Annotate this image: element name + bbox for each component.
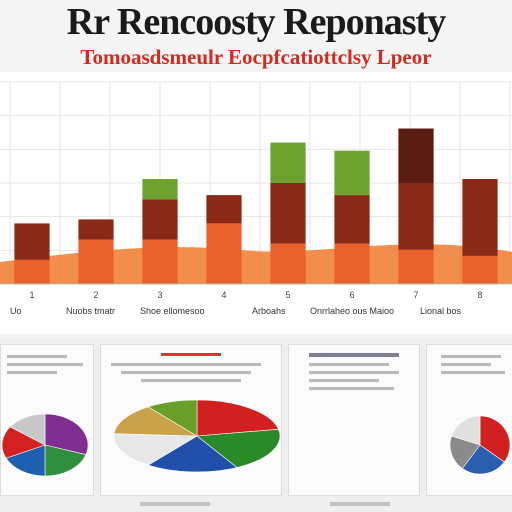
pie-slice [196,428,281,468]
bar-segment [462,179,498,256]
pie-slice [196,399,279,437]
pie-slice [449,435,481,469]
bar-segment [142,179,178,200]
pie-slice [461,444,505,475]
report-card-1 [0,344,94,496]
background-wave [0,244,512,284]
pie-slice [1,426,46,459]
x-tick-label: 5 [285,290,290,300]
bar-segment [206,195,242,224]
x-tick-label: 6 [349,290,354,300]
bar-segment [14,223,50,260]
legend-label-1: Uo [10,306,22,316]
bar-segment [398,128,434,183]
x-tick-label: 8 [477,290,482,300]
pie-slice [44,413,89,455]
pie-slice [479,415,511,463]
bar-segment [78,239,114,284]
x-tick-label: 1 [29,290,34,300]
legend-label-6: Lional bos [420,306,462,316]
bar-chart: 1 2 3 4 5 6 7 8 [0,81,512,300]
pie-slice [147,399,198,437]
bar-segment [270,142,306,183]
pie-chart-center [113,399,281,473]
bar-segment [334,150,370,196]
report-card-3 [288,344,420,496]
chart-title: Rr Rencoosty Reponasty [66,1,446,43]
pie-slice [147,435,238,473]
bar-segment [462,255,498,284]
bar-segment [270,183,306,244]
pie-slice [9,413,46,446]
x-tick-label: 3 [157,290,162,300]
bar-segment [398,183,434,250]
pie-chart-left [1,413,89,477]
bar-segment [78,219,114,240]
pie-slice [44,444,87,477]
x-tick-label: 7 [413,290,418,300]
chart-subtitle: Tomoasdsmeulr Eocpfcatiottclsy Lpeor [80,45,432,69]
bar-segment [142,239,178,284]
pie-slice [5,444,46,477]
bar-segment [142,199,178,240]
pie-chart-right [449,415,511,475]
bar-segment [334,243,370,284]
bar-segment [398,249,434,284]
legend-label-5: Onrrlaheo ous Maioo [310,306,395,316]
bar-segment [270,243,306,284]
pie-slice [451,415,481,446]
bar-segment [14,259,50,284]
bar-segment [334,195,370,244]
pie-slice [113,433,199,466]
x-tick-label: 2 [93,290,98,300]
pie-slice [113,406,199,437]
legend-label-2: Nuobs tmatr [66,306,116,316]
legend-label-4: Arboahs [252,306,286,316]
bar-chart-panel: 1 2 3 4 5 6 7 8 [0,72,512,334]
bar-segment [206,223,242,284]
legend: Uo Nuobs tmatr Shoe ellomesoo Arboahs On… [0,302,512,332]
legend-label-3: Shoe ellomesoo [140,306,205,316]
report-panels [0,338,512,512]
x-tick-label: 4 [221,290,226,300]
